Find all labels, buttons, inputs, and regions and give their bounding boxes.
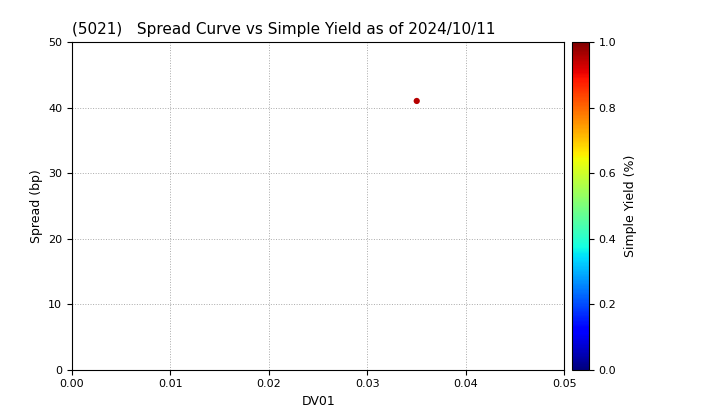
Point xyxy=(411,97,423,104)
Y-axis label: Simple Yield (%): Simple Yield (%) xyxy=(624,155,637,257)
Y-axis label: Spread (bp): Spread (bp) xyxy=(30,169,42,243)
Text: (5021)   Spread Curve vs Simple Yield as of 2024/10/11: (5021) Spread Curve vs Simple Yield as o… xyxy=(72,22,495,37)
X-axis label: DV01: DV01 xyxy=(302,395,335,408)
